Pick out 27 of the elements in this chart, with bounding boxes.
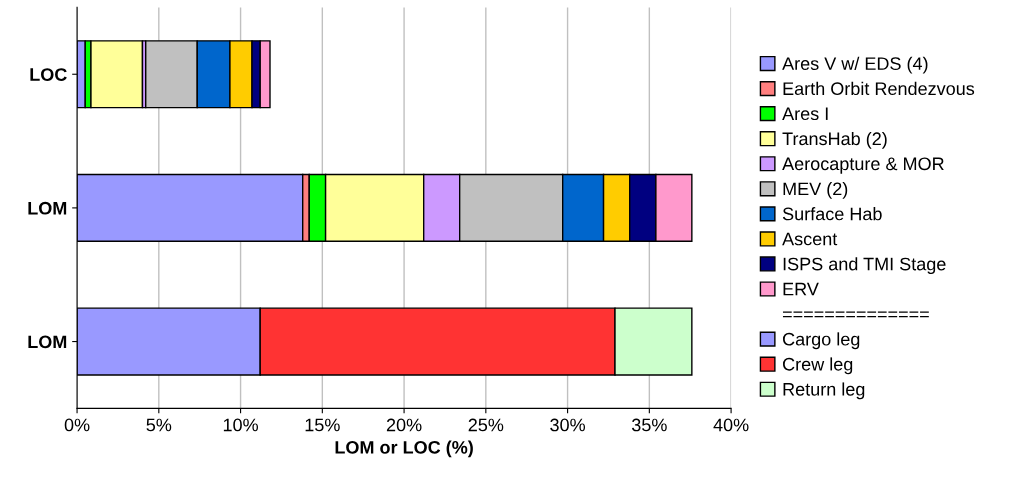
legend-label: Aerocapture & MOR (782, 157, 944, 174)
text: ============== (782, 311, 929, 318)
legend-label: Surface Hab (782, 207, 882, 221)
x-tick-label: 35% (631, 418, 667, 432)
y-tick-label: LOM (28, 201, 67, 215)
legend-label: Ares V w/ EDS (4) (782, 56, 928, 74)
x-tick-label: 15% (305, 418, 340, 432)
legend-label: Ascent (782, 232, 838, 246)
x-axis-title: LOM or LOC (%) (335, 440, 473, 458)
legend-label: Cargo leg (783, 332, 860, 350)
x-tick-label: 20% (386, 418, 422, 432)
y-tick-label: LOM (28, 335, 67, 349)
legend-label: Return leg (783, 382, 865, 400)
x-tick-label: 0% (64, 418, 90, 432)
x-tick-label: 10% (223, 418, 258, 432)
legend-label: TransHab (2) (782, 131, 887, 149)
y-tick-label: LOC (30, 68, 67, 81)
x-tick-label: 5% (146, 418, 172, 432)
legend-label: ISPS and TMI Stage (783, 257, 946, 274)
legend-label: Crew leg (783, 357, 853, 375)
legend-label: Ares I (782, 107, 828, 121)
x-tick-label: 40% (713, 418, 749, 432)
legend-label: ERV (783, 282, 819, 296)
legend-label: Earth Orbit Rendezvous (783, 81, 975, 96)
legend-label: MEV (2) (783, 182, 848, 199)
x-tick-label: 30% (550, 418, 586, 432)
x-tick-label: 25% (468, 418, 504, 432)
